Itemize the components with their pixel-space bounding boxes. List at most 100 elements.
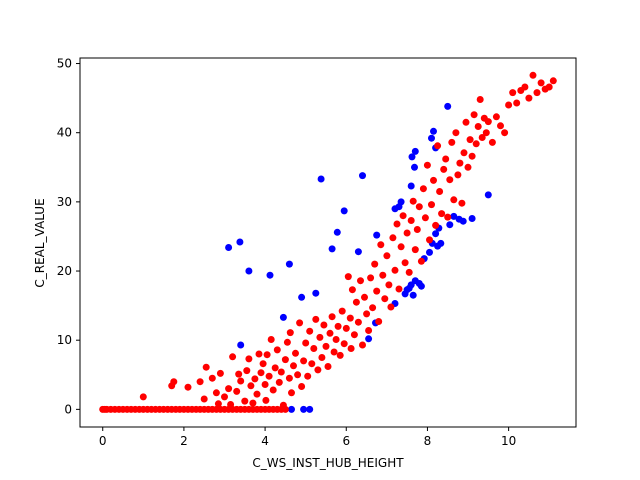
data-point-s1-128 [363, 310, 371, 318]
data-point-s1-97 [302, 339, 310, 347]
data-point-s1-158 [423, 161, 431, 169]
data-point-s1-140 [387, 303, 395, 311]
data-point-s1-133 [373, 287, 381, 295]
data-point-s1-185 [478, 134, 486, 141]
data-point-s1-108 [324, 363, 332, 370]
data-point-s1-136 [379, 271, 387, 279]
data-point-s1-124 [354, 318, 362, 326]
data-point-s1-50 [184, 383, 192, 391]
data-point-s1-119 [346, 314, 354, 322]
data-point-s0-28 [411, 147, 419, 155]
data-point-s1-103 [314, 366, 322, 374]
data-point-s0-11 [333, 228, 341, 236]
data-point-s1-100 [308, 360, 316, 368]
data-point-s1-134 [375, 318, 383, 325]
data-point-s0-48 [468, 215, 476, 222]
data-point-s1-163 [434, 142, 442, 150]
data-point-s1-129 [365, 327, 373, 334]
data-point-s0-39 [437, 239, 445, 247]
data-point-s1-193 [505, 101, 513, 109]
data-point-s1-177 [462, 118, 470, 126]
data-point-s0-52 [306, 405, 314, 413]
data-point-s0-8 [312, 289, 320, 297]
data-point-s1-152 [411, 246, 419, 254]
data-point-s1-126 [359, 341, 366, 349]
data-point-s1-92 [292, 349, 299, 357]
data-point-s0-26 [405, 284, 413, 292]
data-point-s1-184 [476, 96, 484, 103]
data-point-s1-167 [442, 155, 450, 163]
data-point-s0-2 [245, 267, 253, 275]
data-point-s1-82 [273, 346, 281, 354]
data-point-s1-105 [318, 354, 326, 361]
data-point-s1-194 [509, 89, 517, 97]
data-point-s0-4 [285, 260, 293, 268]
data-point-s1-197 [521, 83, 529, 91]
data-point-s1-98 [304, 372, 312, 380]
data-point-s1-137 [381, 295, 389, 303]
data-point-s1-80 [269, 386, 277, 394]
data-point-s1-180 [468, 152, 476, 160]
data-point-s0-3 [266, 271, 274, 279]
data-point-s1-170 [448, 138, 456, 146]
data-point-s1-75 [261, 381, 269, 388]
data-point-s1-115 [338, 307, 346, 315]
data-point-s1-58 [221, 393, 228, 401]
data-point-s1-55 [212, 389, 220, 397]
data-point-s0-21 [395, 203, 403, 211]
data-point-s0-30 [407, 182, 415, 190]
data-point-s1-56 [214, 400, 222, 408]
data-point-s1-198 [525, 94, 533, 102]
data-point-s1-130 [367, 274, 375, 282]
y-tick-label-1: 10 [57, 333, 72, 347]
data-point-s1-47 [139, 393, 147, 401]
data-point-s0-12 [340, 207, 348, 215]
data-point-s1-182 [472, 140, 480, 148]
data-point-s1-94 [296, 319, 304, 327]
data-point-s1-90 [288, 389, 295, 397]
data-point-s1-81 [271, 364, 279, 372]
data-point-s1-88 [285, 374, 293, 382]
data-point-s0-32 [409, 291, 417, 299]
data-point-s1-201 [537, 79, 545, 87]
data-point-s1-139 [385, 281, 393, 289]
data-point-s0-40 [428, 134, 435, 142]
data-point-s1-190 [492, 113, 500, 121]
y-axis-ticks: 0 10 20 30 40 50 [57, 57, 80, 416]
data-point-s0-7 [298, 293, 306, 301]
data-point-s0-13 [354, 248, 362, 256]
data-point-s1-95 [298, 383, 306, 390]
data-point-s1-135 [377, 241, 385, 249]
data-point-s1-195 [513, 99, 521, 107]
data-point-s1-169 [446, 176, 454, 184]
y-tick-label-3: 30 [57, 195, 72, 209]
data-point-s1-57 [216, 369, 224, 377]
data-point-s1-154 [415, 203, 423, 211]
data-point-s1-53 [200, 395, 208, 403]
data-point-s1-113 [334, 322, 342, 330]
data-point-s1-107 [322, 342, 330, 350]
data-point-s1-187 [482, 129, 490, 137]
data-point-s1-69 [249, 399, 257, 407]
data-point-s0-35 [426, 248, 433, 256]
data-point-s0-41 [430, 127, 437, 135]
data-point-s1-122 [350, 331, 358, 339]
data-point-s1-118 [344, 273, 352, 281]
plot-frame [79, 57, 577, 428]
data-point-s1-142 [391, 266, 399, 274]
data-point-s0-5 [237, 341, 245, 349]
data-point-s0-15 [373, 231, 381, 239]
data-point-s1-146 [399, 212, 407, 220]
data-point-s1-77 [263, 351, 271, 359]
data-point-s1-125 [357, 277, 364, 285]
x-tick-label-0: 0 [99, 434, 107, 448]
data-point-s1-157 [421, 214, 429, 222]
data-point-s1-166 [440, 165, 448, 173]
data-point-s0-10 [328, 245, 336, 253]
data-point-s0-27 [411, 163, 418, 171]
data-point-s1-67 [245, 355, 253, 363]
data-point-s0-14 [359, 172, 366, 180]
data-point-s1-172 [452, 129, 460, 137]
data-point-s1-84 [277, 368, 285, 376]
